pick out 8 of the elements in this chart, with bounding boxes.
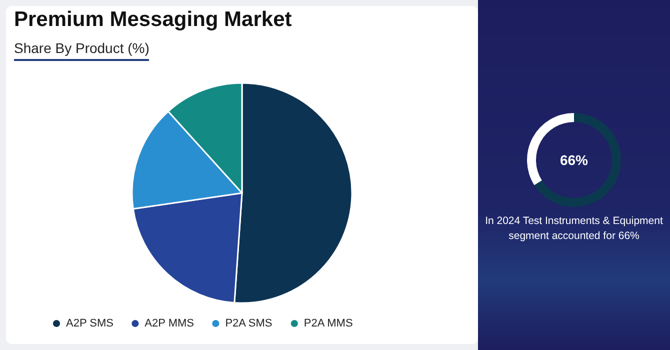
legend-label: P2A SMS [225, 318, 272, 330]
text: In 2024 Test Instruments & Equipment segment accounted for 66% [484, 214, 664, 244]
legend-label: A2P MMS [144, 318, 194, 330]
legend-label: P2A MMS [304, 318, 353, 330]
legend-label: A2P SMS [66, 318, 114, 330]
chart-title: Premium Messaging Market [14, 8, 292, 32]
chart-subtitle: Share By Product (%) [14, 40, 150, 61]
text: 66% [560, 152, 589, 168]
